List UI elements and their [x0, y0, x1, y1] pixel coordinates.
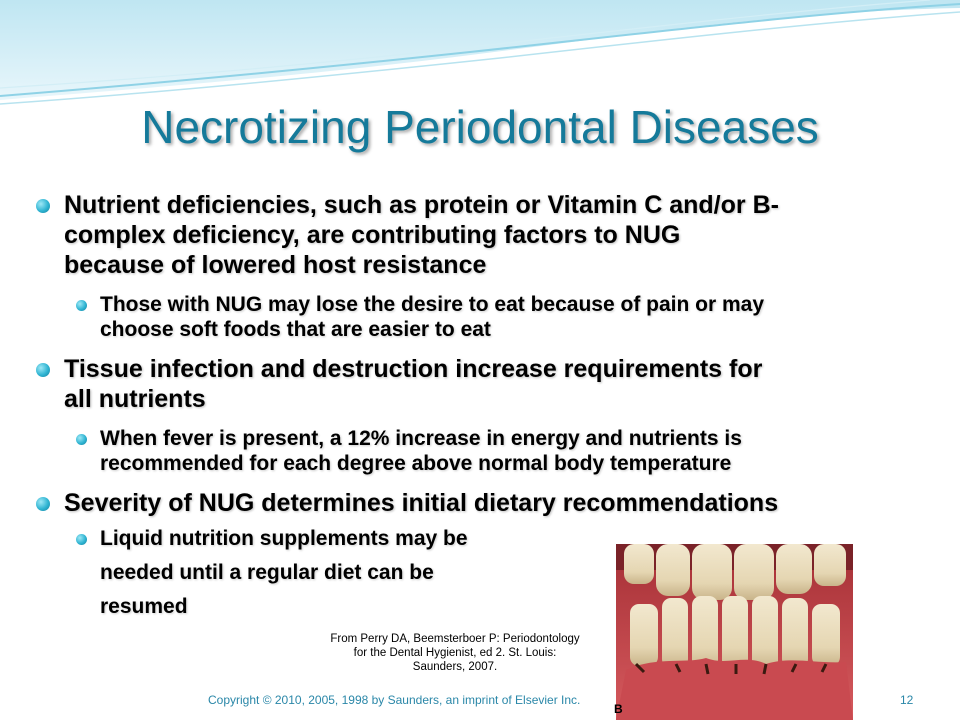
page-number: 12: [900, 693, 914, 707]
credit-line: Saunders, 2007.: [412, 661, 498, 673]
sub-bullet-text-line: recommended for each degree above normal…: [100, 452, 732, 475]
sub-bullet-text-line: needed until a regular diet can be: [100, 561, 434, 584]
bullet-text-line: Nutrient deficiencies, such as protein o…: [64, 191, 779, 219]
bullet-text-line: complex deficiency, are contributing fac…: [64, 221, 681, 249]
gingiva-photo: [616, 544, 853, 720]
sub-bullet-liquid-nutrition: Liquid nutrition supplements may be need…: [30, 522, 930, 624]
bullet-dot-icon: [76, 434, 87, 445]
bullet-dot-icon: [36, 497, 50, 511]
copyright-footer: Copyright © 2010, 2005, 1998 by Saunders…: [208, 693, 581, 707]
sub-bullet-text-line: Those with NUG may lose the desire to ea…: [100, 293, 765, 316]
bullet-list: Nutrient deficiencies, such as protein o…: [30, 190, 930, 624]
sub-bullet-fever: When fever is present, a 12% increase in…: [30, 426, 930, 476]
slide-title: Necrotizing Periodontal Diseases: [141, 101, 819, 153]
credit-line: From Perry DA, Beemsterboer P: Periodont…: [330, 633, 580, 645]
bullet-dot-icon: [76, 300, 87, 311]
bullet-text-line: all nutrients: [64, 385, 206, 413]
bullet-dot-icon: [36, 199, 50, 213]
photo-label: B: [614, 702, 623, 716]
sub-bullet-text-line: When fever is present, a 12% increase in…: [100, 427, 742, 450]
bullet-text-line: Tissue infection and destruction increas…: [64, 355, 763, 383]
bullet-nutrient-deficiencies: Nutrient deficiencies, such as protein o…: [30, 190, 930, 280]
bullet-tissue-infection: Tissue infection and destruction increas…: [30, 354, 930, 414]
image-credit: From Perry DA, Beemsterboer P: Periodont…: [300, 632, 610, 674]
sub-bullet-loss-of-appetite: Those with NUG may lose the desire to ea…: [30, 292, 930, 342]
sub-bullet-text-line: resumed: [100, 595, 188, 618]
bullet-dot-icon: [76, 534, 87, 545]
sub-bullet-text-line: choose soft foods that are easier to eat: [100, 318, 491, 341]
sub-bullet-text-line: Liquid nutrition supplements may be: [100, 527, 468, 550]
bullet-dot-icon: [36, 363, 50, 377]
bullet-text-line: because of lowered host resistance: [64, 251, 487, 279]
bullet-text-line: Severity of NUG determines initial dieta…: [64, 489, 779, 517]
bullet-severity: Severity of NUG determines initial dieta…: [30, 488, 930, 518]
credit-line: for the Dental Hygienist, ed 2. St. Loui…: [353, 647, 557, 659]
header-wave-decoration: [0, 0, 960, 105]
teeth-illustration: [616, 544, 853, 720]
